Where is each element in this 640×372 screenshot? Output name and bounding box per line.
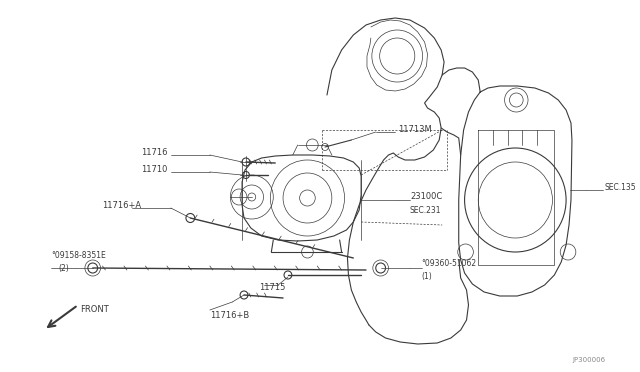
- Text: 11716+A: 11716+A: [102, 201, 141, 209]
- Text: 11710: 11710: [141, 164, 168, 173]
- Text: (1): (1): [422, 272, 433, 280]
- Text: SEC.231: SEC.231: [410, 205, 442, 215]
- Text: 23100C: 23100C: [410, 192, 442, 201]
- Text: 11716+B: 11716+B: [210, 311, 249, 320]
- Text: (2): (2): [59, 263, 69, 273]
- Text: JP300006: JP300006: [572, 357, 605, 363]
- Text: °09158-8351E: °09158-8351E: [51, 250, 106, 260]
- Text: 11715: 11715: [259, 283, 285, 292]
- Text: FRONT: FRONT: [80, 305, 109, 314]
- Text: 11713M: 11713M: [398, 125, 432, 134]
- Text: 11716: 11716: [141, 148, 168, 157]
- Text: °09360-51062: °09360-51062: [422, 260, 477, 269]
- Text: SEC.135: SEC.135: [604, 183, 636, 192]
